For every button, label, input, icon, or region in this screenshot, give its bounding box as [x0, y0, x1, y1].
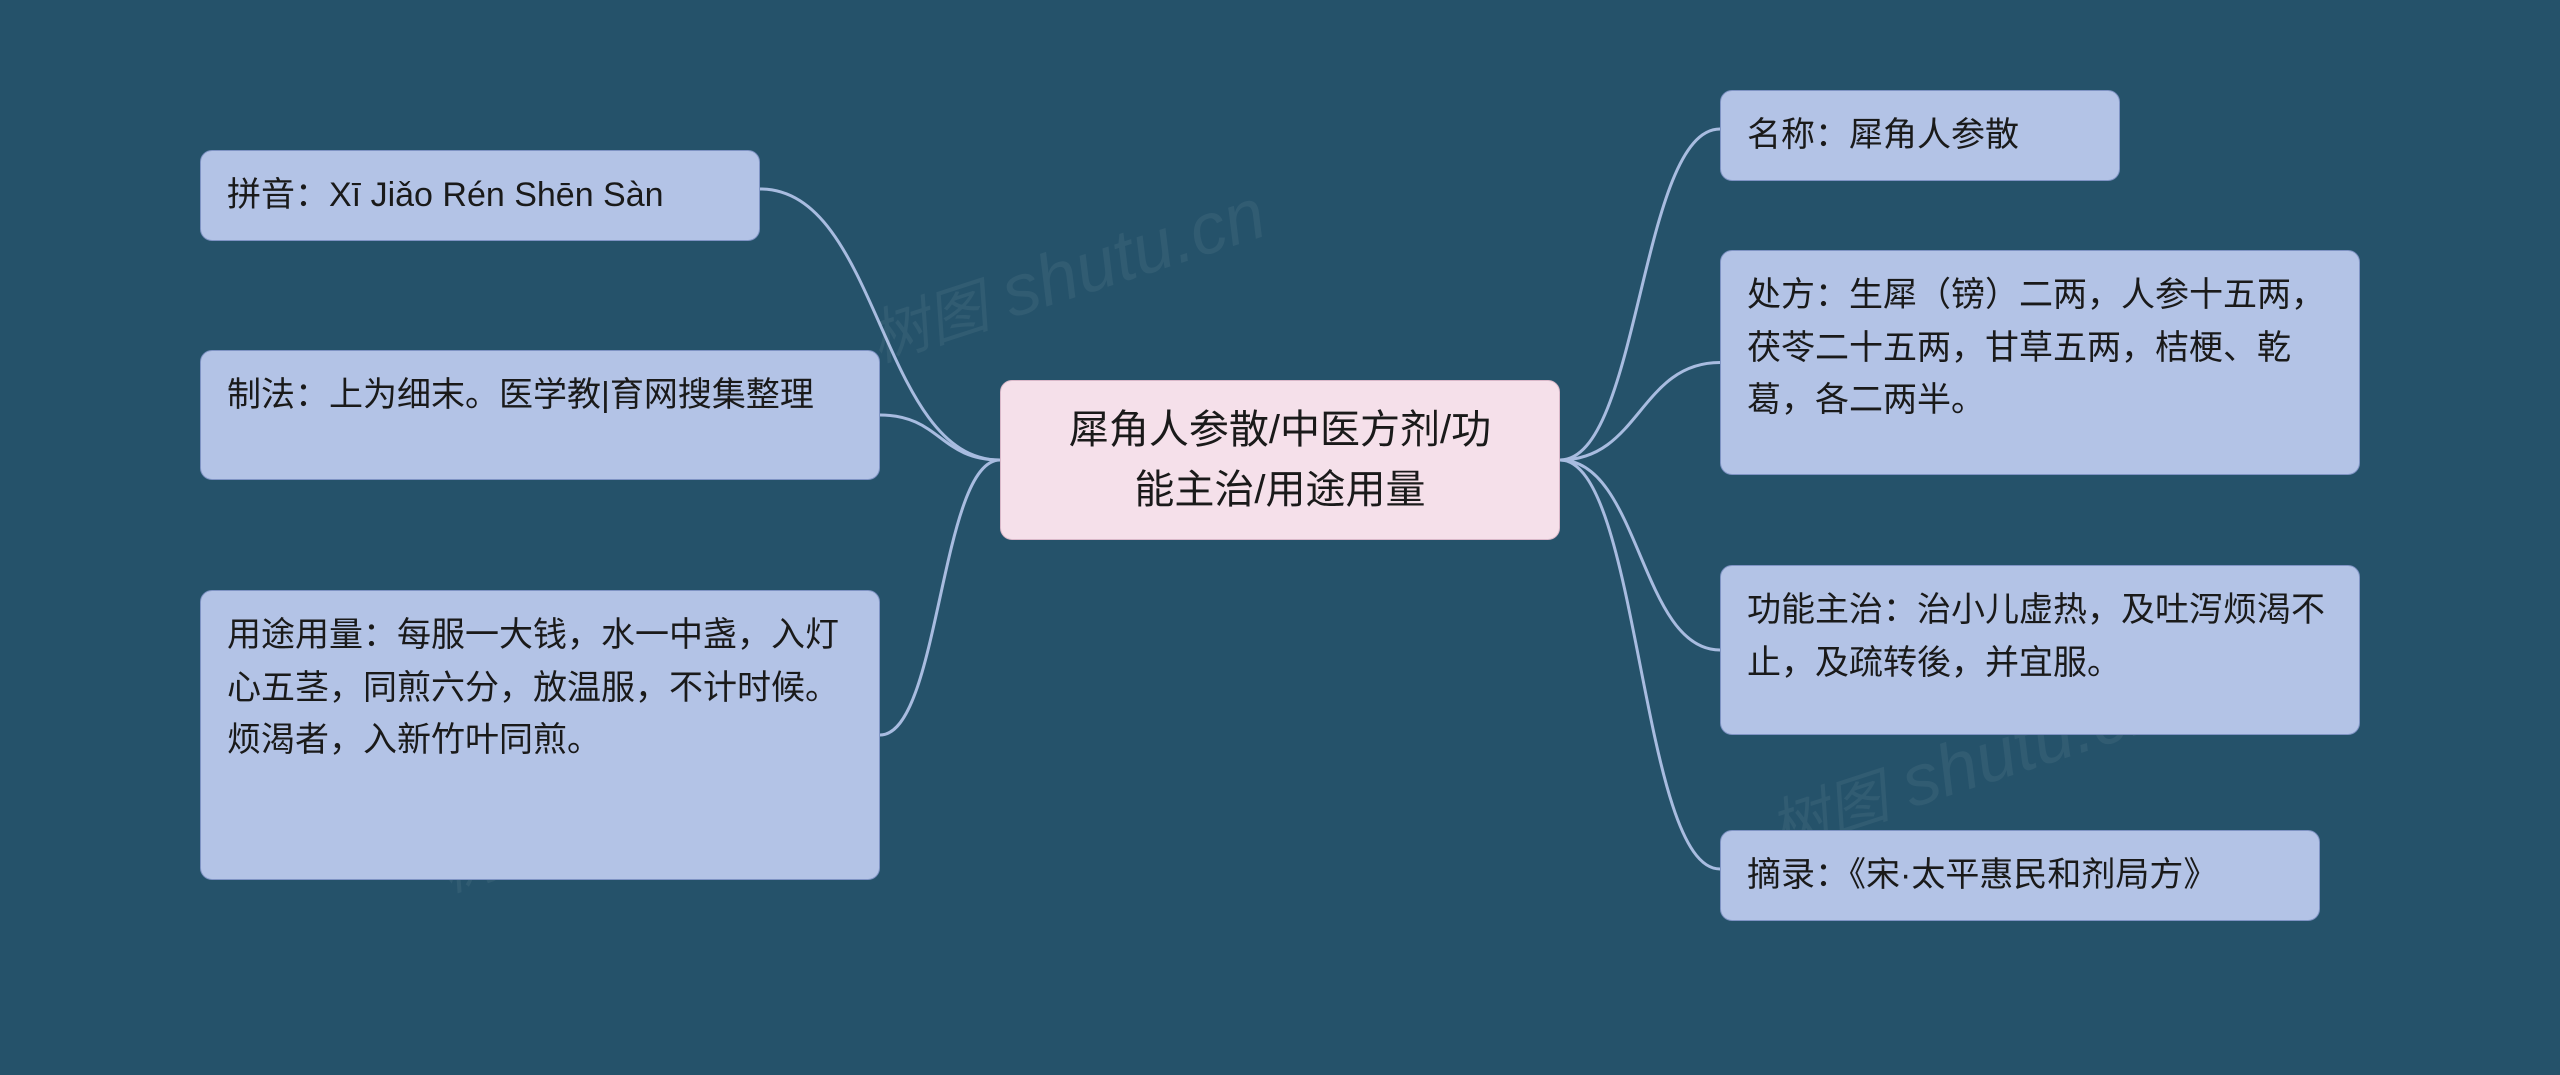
- node-zhifa[interactable]: 制法：上为细末。医学教|育网搜集整理: [200, 350, 880, 480]
- node-text: 名称：犀角人参散: [1747, 116, 2019, 154]
- node-text: 犀角人参散/中医方剂/功 能主治/用途用量: [1069, 400, 1491, 520]
- node-zhailu[interactable]: 摘录：《宋·太平惠民和剂局方》: [1720, 830, 2320, 921]
- node-text: 用途用量：每服一大钱，水一中盏，入灯心五茎，同煎六分，放温服，不计时候。烦渴者，…: [227, 616, 839, 759]
- node-text: 摘录：《宋·太平惠民和剂局方》: [1747, 856, 2217, 894]
- node-pinyin[interactable]: 拼音：Xī Jiǎo Rén Shēn Sàn: [200, 150, 760, 241]
- node-text: 功能主治：治小儿虚热，及吐泻烦渴不止，及疏转後，并宜服。: [1747, 591, 2325, 682]
- node-gongneng[interactable]: 功能主治：治小儿虚热，及吐泻烦渴不止，及疏转後，并宜服。: [1720, 565, 2360, 735]
- node-mingcheng[interactable]: 名称：犀角人参散: [1720, 90, 2120, 181]
- node-yongliang[interactable]: 用途用量：每服一大钱，水一中盏，入灯心五茎，同煎六分，放温服，不计时候。烦渴者，…: [200, 590, 880, 880]
- node-text: 制法：上为细末。医学教|育网搜集整理: [227, 376, 814, 414]
- node-text: 拼音：Xī Jiǎo Rén Shēn Sàn: [227, 176, 664, 214]
- node-text: 处方：生犀（镑）二两，人参十五两，茯苓二十五两，甘草五两，桔梗、乾葛，各二两半。: [1747, 276, 2325, 419]
- center-node[interactable]: 犀角人参散/中医方剂/功 能主治/用途用量: [1000, 380, 1560, 540]
- node-chufang[interactable]: 处方：生犀（镑）二两，人参十五两，茯苓二十五两，甘草五两，桔梗、乾葛，各二两半。: [1720, 250, 2360, 475]
